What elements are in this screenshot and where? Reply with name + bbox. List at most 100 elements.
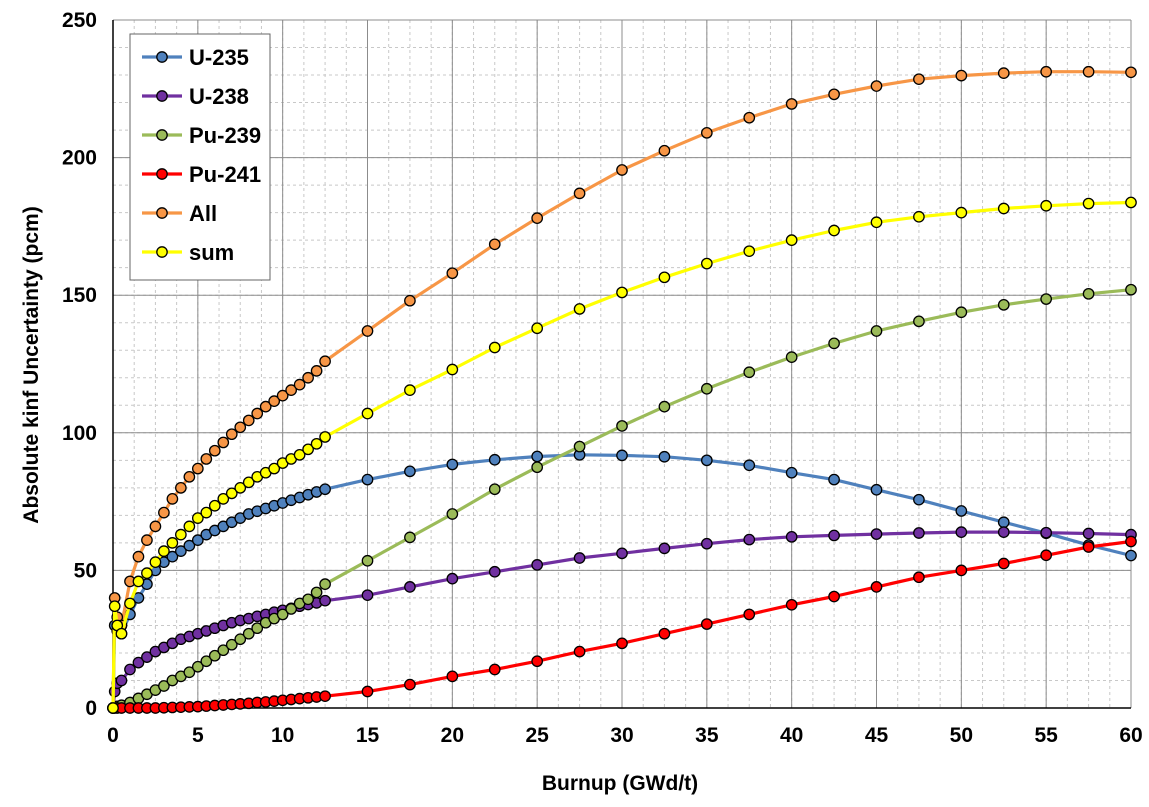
data-point-pu-241 — [573, 645, 586, 658]
x-tick-label: 10 — [271, 724, 294, 747]
data-point-pu-241 — [743, 608, 756, 621]
data-point-pu-241 — [785, 598, 798, 611]
legend-label-sum: sum — [189, 240, 234, 265]
data-point-u-235 — [404, 465, 416, 478]
data-point-all — [276, 389, 289, 402]
data-point-pu-239 — [785, 351, 798, 363]
data-point-sum — [115, 627, 128, 640]
data-point-u-238 — [404, 581, 416, 593]
data-point-pu-239 — [319, 578, 331, 591]
data-point-all — [573, 187, 586, 200]
x-tick-label: 45 — [865, 724, 889, 747]
data-point-pu-241 — [531, 655, 544, 668]
data-point-sum — [242, 476, 255, 489]
data-point-sum — [1125, 196, 1137, 209]
data-point-u-238 — [700, 537, 713, 550]
data-point-all — [132, 550, 145, 563]
data-point-pu-239 — [658, 400, 671, 413]
data-point-u-235 — [997, 516, 1010, 529]
data-point-sum — [268, 462, 281, 475]
data-point-all — [319, 355, 331, 368]
legend-marker-pu-239 — [156, 129, 168, 141]
data-point-all — [1125, 66, 1137, 79]
data-point-sum — [488, 341, 501, 354]
legend: U-235 U-238 Pu-239 Pu-241 All sum — [129, 33, 271, 281]
data-point-sum — [913, 210, 925, 223]
data-point-pu-241 — [488, 663, 501, 676]
data-point-pu-241 — [404, 678, 416, 691]
data-point-sum — [743, 245, 756, 258]
data-point-u-235 — [658, 450, 671, 463]
data-point-u-235 — [488, 453, 501, 466]
data-point-pu-241 — [1040, 549, 1053, 562]
data-point-u-238 — [446, 572, 459, 585]
data-point-sum — [658, 271, 671, 284]
data-point-u-238 — [573, 552, 586, 564]
data-point-sum — [573, 303, 586, 315]
data-point-u-235 — [700, 454, 713, 467]
data-point-pu-239 — [828, 337, 840, 350]
data-point-all — [743, 111, 756, 124]
data-point-all — [361, 325, 374, 337]
data-point-u-238 — [1040, 526, 1053, 539]
data-point-pu-241 — [913, 571, 925, 584]
data-point-pu-239 — [955, 306, 968, 319]
x-tick-label: 15 — [356, 724, 380, 747]
data-point-all — [955, 69, 968, 82]
data-point-pu-239 — [251, 622, 264, 635]
data-point-all — [1082, 65, 1095, 78]
data-point-u-238 — [743, 533, 756, 546]
data-point-all — [658, 144, 671, 157]
data-point-all — [870, 80, 883, 92]
data-point-u-238 — [785, 530, 798, 543]
data-point-u-238 — [132, 656, 145, 669]
data-point-all — [191, 462, 204, 475]
data-point-all — [310, 365, 323, 377]
data-point-sum — [183, 520, 196, 533]
data-point-pu-239 — [276, 608, 289, 621]
legend-marker-u-235 — [156, 51, 168, 63]
data-point-all — [217, 436, 230, 449]
data-point-u-235 — [870, 483, 883, 496]
data-point-all — [785, 98, 798, 110]
data-point-pu-241 — [361, 685, 374, 698]
data-point-pu-239 — [217, 644, 230, 657]
data-point-all — [285, 384, 297, 396]
y-axis-label: Absolute kinf Uncertainty (pcm) — [20, 206, 43, 523]
data-point-u-238 — [531, 559, 544, 571]
data-point-pu-241 — [1125, 535, 1137, 548]
data-point-all — [913, 73, 925, 86]
data-point-all — [700, 126, 713, 139]
data-point-pu-241 — [658, 627, 671, 640]
data-point-u-235 — [616, 449, 628, 462]
data-point-sum — [1082, 197, 1095, 210]
legend-marker-u-238 — [156, 90, 168, 102]
data-point-pu-241 — [700, 618, 713, 630]
data-point-u-238 — [141, 651, 153, 663]
y-tick-label: 250 — [62, 9, 97, 32]
data-point-u-235 — [913, 493, 925, 506]
x-tick-label: 60 — [1119, 724, 1142, 747]
data-point-pu-239 — [700, 382, 713, 395]
data-point-pu-239 — [234, 633, 247, 646]
data-point-sum — [175, 528, 187, 541]
data-point-all — [828, 88, 840, 101]
data-point-pu-239 — [531, 461, 544, 474]
x-tick-label: 0 — [107, 724, 119, 747]
data-point-pu-241 — [870, 581, 883, 593]
legend-marker-sum — [156, 246, 168, 258]
y-tick-label: 0 — [85, 697, 97, 720]
x-tick-label: 35 — [695, 724, 719, 747]
data-point-pu-241 — [616, 637, 628, 650]
legend-box — [129, 33, 271, 281]
data-point-sum — [107, 702, 119, 714]
data-point-all — [158, 506, 170, 519]
data-point-u-235 — [785, 466, 798, 479]
data-point-pu-239 — [743, 366, 756, 379]
data-point-pu-241 — [997, 557, 1010, 570]
data-point-u-238 — [955, 526, 968, 538]
data-point-all — [488, 238, 501, 251]
data-point-u-235 — [1125, 549, 1137, 562]
y-tick-label: 150 — [62, 284, 97, 307]
data-point-u-235 — [191, 534, 204, 546]
